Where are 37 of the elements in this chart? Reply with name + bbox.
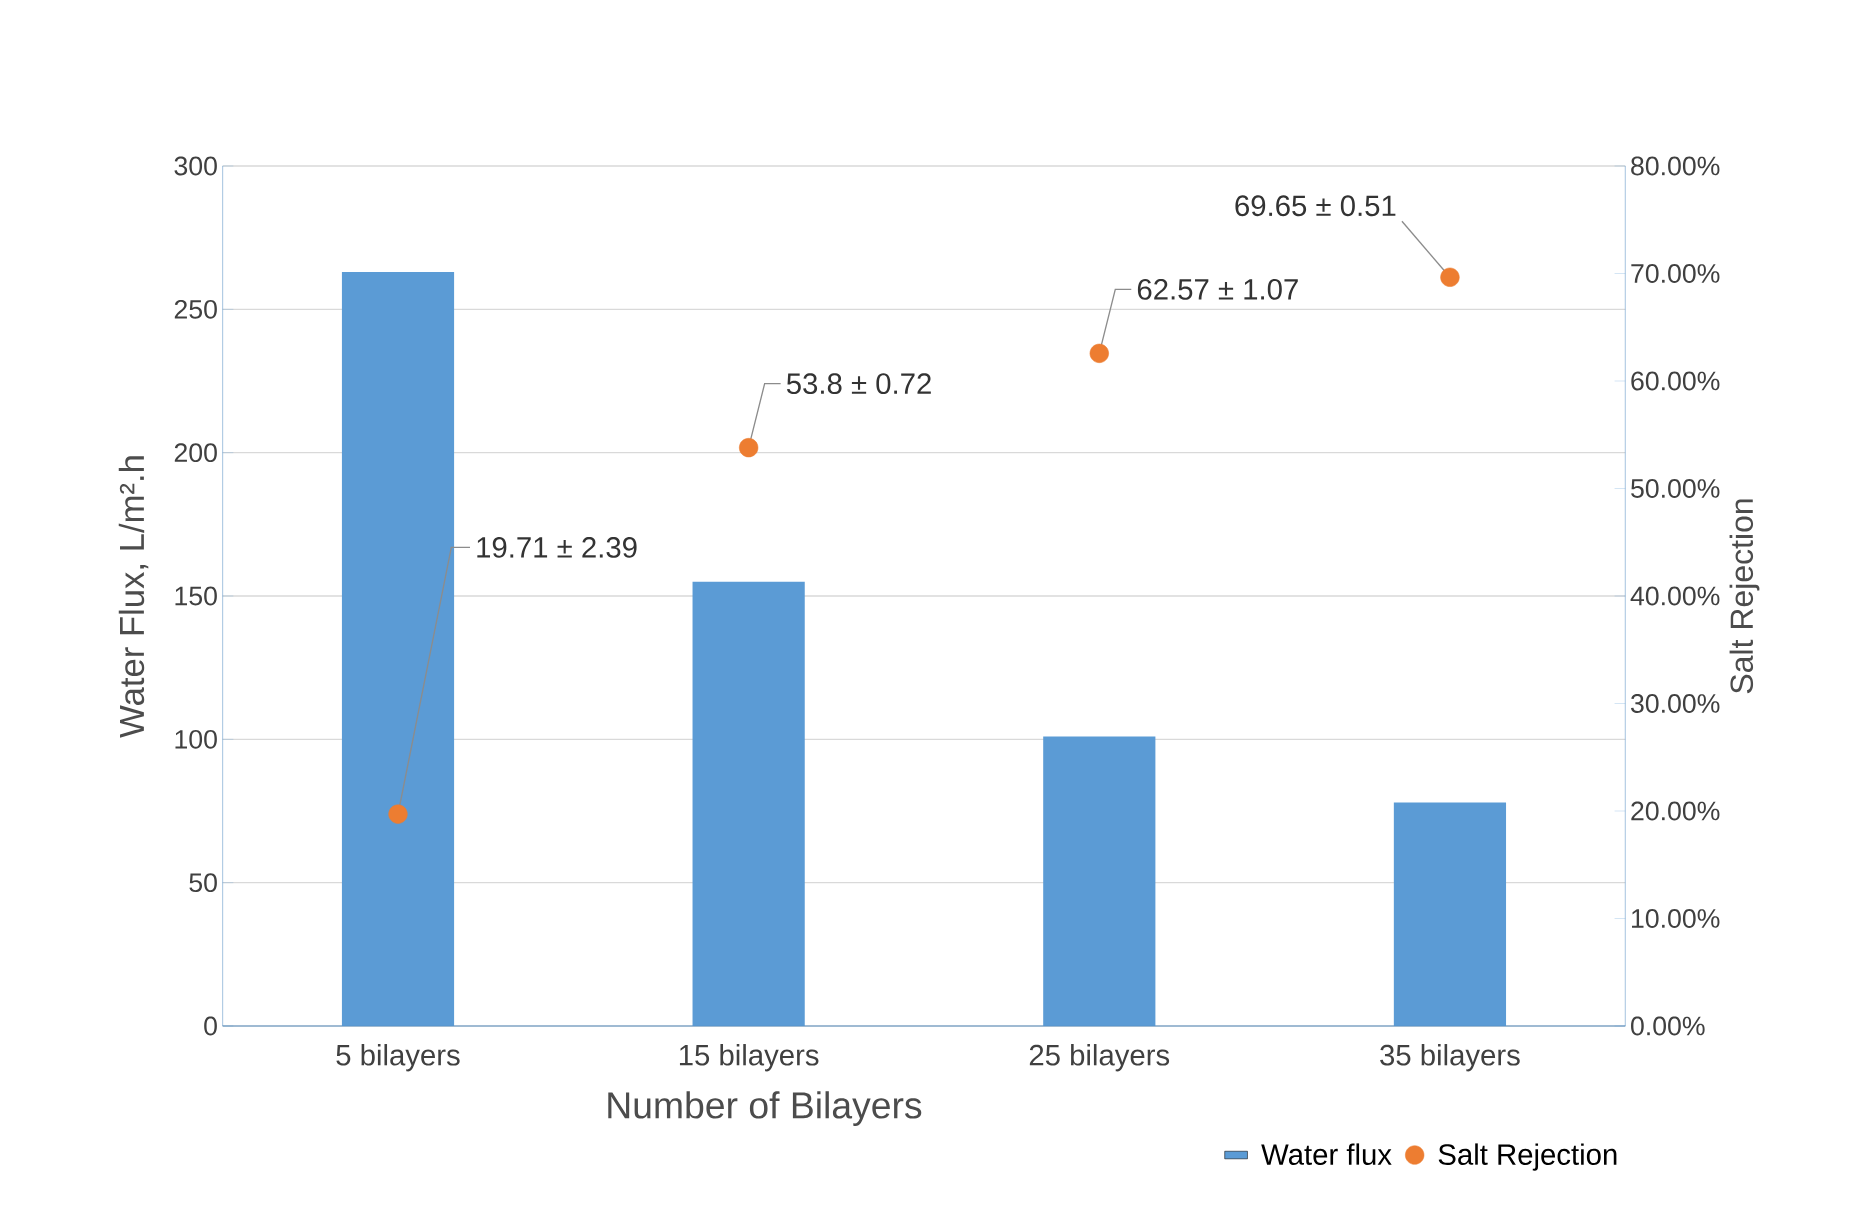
y2-tick-label: 60.00% — [1631, 371, 1720, 391]
legend-label: Salt Rejection — [1438, 1143, 1617, 1171]
y2-tick-label: 30.00% — [1631, 694, 1720, 713]
y-tick-label: 50 — [189, 873, 217, 893]
point — [739, 438, 759, 458]
bar — [341, 272, 455, 1026]
x-axis-title: Number of Bilayers — [608, 1091, 922, 1126]
y2-tick-label: 40.00% — [1630, 586, 1720, 606]
data-label: 69.65 ± 0.51 — [1235, 195, 1396, 217]
bar — [692, 581, 805, 1026]
legend-label: Water flux — [1261, 1143, 1392, 1165]
x-tick-label: 15 bilayers — [679, 1044, 819, 1072]
y2-tick-label: 70.00% — [1631, 264, 1720, 283]
x-tick-label: 35 bilayers — [1380, 1044, 1520, 1072]
y-axis-title: Water Flux, L/m².h — [118, 456, 149, 738]
point — [1089, 343, 1109, 363]
y-tick-label: 150 — [175, 586, 217, 606]
x-tick-label: 5 bilayers — [336, 1044, 460, 1072]
y-tick-label: 250 — [174, 299, 217, 319]
y2-tick-label: 0.00% — [1631, 1016, 1705, 1036]
y2-tick-label: 80.00% — [1631, 156, 1720, 176]
bar — [1393, 802, 1507, 1026]
y-tick-label: 0 — [204, 1016, 217, 1036]
y2-tick-label: 10.00% — [1632, 909, 1720, 928]
data-label: 19.71 ± 2.39 — [477, 537, 637, 558]
bar — [1043, 736, 1156, 1026]
data-label: 53.8 ± 0.72 — [786, 373, 931, 395]
data-label: 62.57 ± 1.07 — [1137, 278, 1298, 300]
y2-tick-label: 50.00% — [1631, 479, 1720, 498]
y2-tick-label: 20.00% — [1631, 801, 1720, 821]
y-tick-label: 100 — [175, 729, 217, 749]
x-tick-label: 25 bilayers — [1029, 1044, 1170, 1072]
y-tick-label: 300 — [174, 156, 217, 176]
y-tick-label: 200 — [174, 443, 217, 463]
point — [388, 804, 408, 824]
y2-axis-title: Salt Rejection — [1729, 499, 1760, 694]
point — [1440, 267, 1460, 287]
